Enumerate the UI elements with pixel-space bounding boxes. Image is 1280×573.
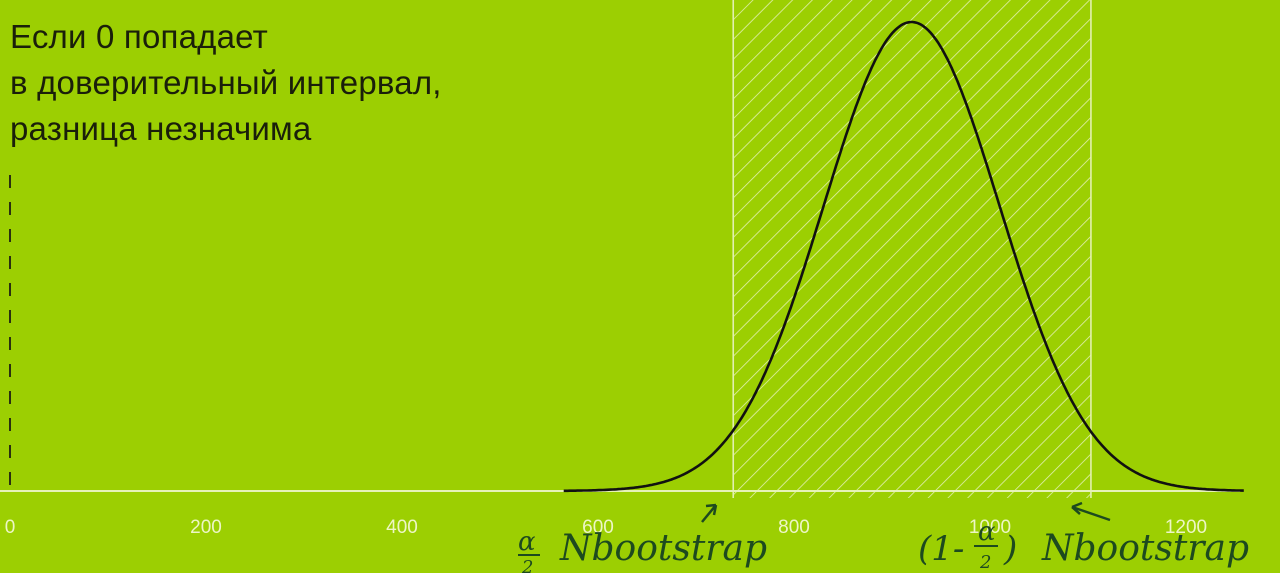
x-tick-label-200: 200 <box>190 517 222 538</box>
ci-hatched-region <box>733 0 1091 498</box>
lower-bound-label: Nbootstrap <box>559 528 767 569</box>
distribution-curve <box>563 20 1244 493</box>
fraction-denominator-upper: 2 <box>979 552 991 573</box>
headline-line-2: в доверительный интервал, <box>10 64 442 101</box>
headline-line-3: разница незначима <box>10 110 312 147</box>
x-tick-label-1200: 1200 <box>1165 517 1207 538</box>
x-tick-label-400: 400 <box>386 517 418 538</box>
headline-line-1: Если 0 попадает <box>10 18 268 55</box>
x-tick-label-800: 800 <box>778 517 810 538</box>
upper-bound-label: Nbootstrap <box>1041 528 1249 569</box>
lower-bound-arrow <box>701 503 718 523</box>
x-tick-label-1000: 1000 <box>969 517 1011 538</box>
upper-bound-arrow <box>1071 501 1111 522</box>
close-paren: ) <box>1003 529 1017 569</box>
alpha-half-fraction: α <box>518 527 536 557</box>
upper-bound-annotation: (1- α 2 ) Nbootstrap <box>918 501 1249 573</box>
open-paren-one-minus: (1- <box>918 529 964 569</box>
x-tick-label-600: 600 <box>582 517 614 538</box>
lower-bound-annotation: α 2 Nbootstrap <box>518 503 767 573</box>
fraction-denominator: 2 <box>521 557 533 573</box>
x-tick-label-0: 0 <box>5 517 16 538</box>
alpha-half-fraction-upper: α <box>978 517 996 547</box>
